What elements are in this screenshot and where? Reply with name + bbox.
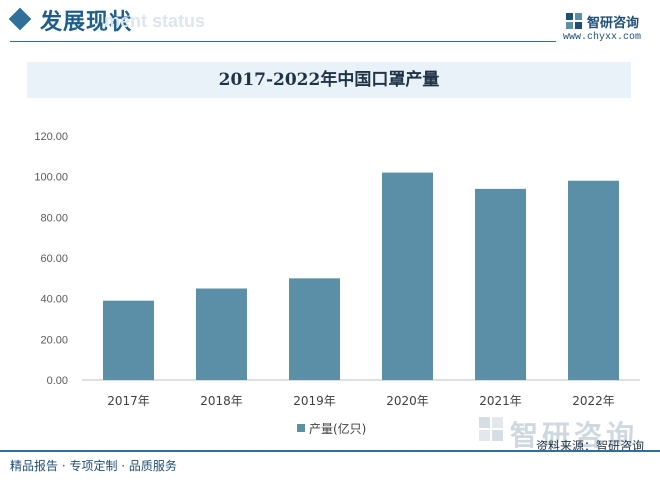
y-tick-label: 20.00 — [40, 334, 68, 346]
bar — [196, 288, 247, 380]
bar — [568, 180, 619, 380]
brand-logo-icon — [566, 13, 582, 29]
source-note: 资料来源：智研咨询 — [536, 439, 645, 453]
x-tick-label: 2019年 — [293, 394, 336, 408]
legend-swatch — [297, 424, 305, 432]
bar-chart: 0.00 20.00 40.00 60.00 80.00 100.00 120.00 2017… — [34, 131, 640, 436]
bar — [289, 278, 340, 380]
watermark-text: 智研咨询 — [510, 419, 639, 452]
chart-title: 2017-2022年中国口罩产量 — [218, 70, 440, 90]
footer-tagline: 精品报告 · 专项定制 · 品质服务 — [10, 459, 177, 473]
diamond-icon — [8, 7, 32, 31]
footer-rule — [0, 450, 660, 452]
header: 发展现状 ment status 智研咨询 www.chyxx.com — [0, 0, 660, 52]
bar — [382, 172, 433, 380]
section-subtitle: ment status — [104, 11, 206, 31]
x-tick-label: 2022年 — [572, 394, 615, 408]
bar — [475, 188, 526, 380]
x-tick-label: 2020年 — [386, 394, 429, 408]
section-title: 发展现状 — [40, 10, 133, 35]
brand-name: 智研咨询 — [587, 16, 640, 31]
y-tick-label: 40.00 — [40, 294, 68, 306]
header-rule — [10, 41, 556, 42]
y-tick-label: 120.00 — [34, 131, 68, 143]
legend-label: 产量(亿只) — [309, 421, 366, 436]
x-tick-label: 2018年 — [200, 394, 243, 408]
site-url[interactable]: www.chyxx.com — [563, 32, 642, 43]
chart-title-band: 2017-2022年中国口罩产量 — [27, 62, 631, 98]
y-tick-label: 100.00 — [34, 172, 68, 184]
x-tick-label: 2017年 — [107, 394, 150, 408]
bar — [103, 300, 154, 380]
y-tick-label: 0.00 — [47, 375, 68, 387]
watermark-logo-icon — [479, 417, 503, 441]
y-tick-label: 80.00 — [40, 212, 68, 224]
y-tick-label: 60.00 — [40, 253, 68, 265]
x-tick-label: 2021年 — [479, 394, 522, 408]
